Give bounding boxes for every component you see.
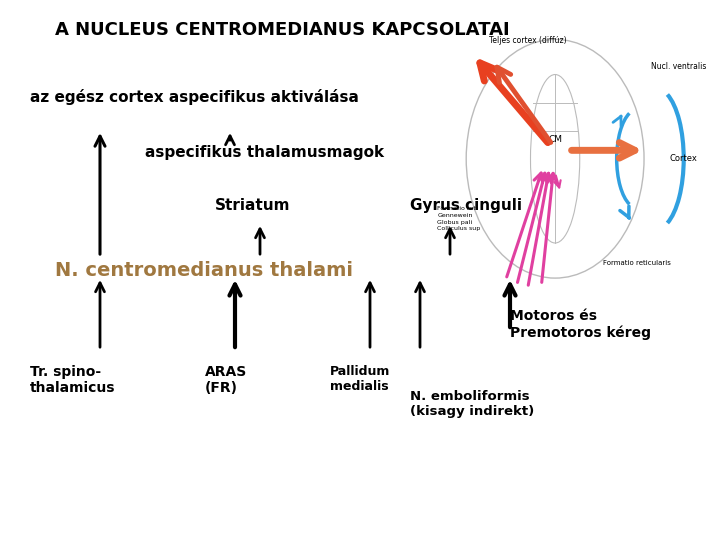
Text: aspecifikus thalamusmagok: aspecifikus thalamusmagok (145, 145, 384, 160)
Text: ARAS
(FR): ARAS (FR) (205, 365, 247, 395)
Text: Tr. spino-
thalamicus: Tr. spino- thalamicus (30, 365, 115, 395)
Text: az egész cortex aspecifikus aktiválása: az egész cortex aspecifikus aktiválása (30, 89, 359, 105)
Text: A NUCLEUS CENTROMEDIANUS KAPCSOLATAI: A NUCLEUS CENTROMEDIANUS KAPCSOLATAI (55, 21, 510, 39)
Text: Formatio ret
Gennewein
Globus pali
Colliculus sup: Formatio ret Gennewein Globus pali Colli… (438, 206, 481, 231)
Text: Cortex: Cortex (670, 154, 698, 163)
Text: Formatio reticularis: Formatio reticularis (603, 260, 671, 266)
Text: CM: CM (548, 134, 562, 144)
Text: Nucl. ventralis: Nucl. ventralis (651, 62, 706, 71)
Text: Striatum: Striatum (215, 198, 290, 213)
Text: Pallidum
medialis: Pallidum medialis (330, 365, 390, 393)
Text: Gyrus cinguli: Gyrus cinguli (410, 198, 522, 213)
Text: Motoros és
Premotoros kéreg: Motoros és Premotoros kéreg (510, 309, 651, 340)
Text: N. emboliformis
(kisagy indirekt): N. emboliformis (kisagy indirekt) (410, 390, 534, 418)
Text: Teljes cortex (diffúz): Teljes cortex (diffúz) (489, 36, 567, 45)
Text: N. centromedianus thalami: N. centromedianus thalami (55, 260, 353, 280)
